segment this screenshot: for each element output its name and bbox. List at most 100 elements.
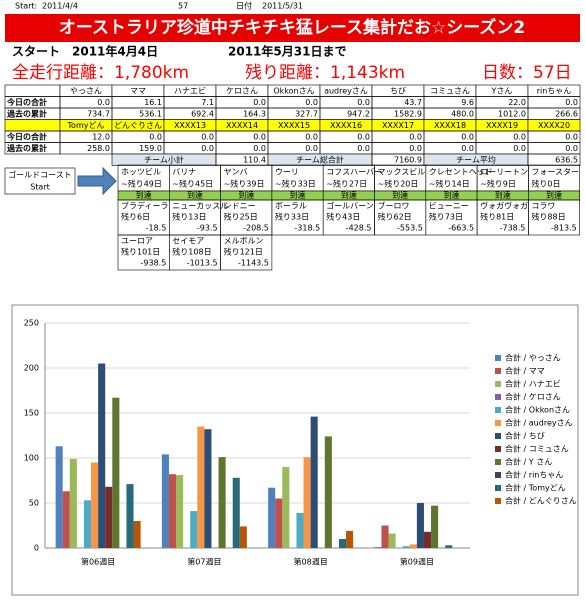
bar xyxy=(204,429,212,548)
legend-label: 合計 / ハナエビ xyxy=(505,379,561,389)
cell-value: 0.0 xyxy=(253,144,266,153)
cell-value: 480.0 xyxy=(451,109,474,118)
legend-swatch xyxy=(495,368,501,374)
cell-value: 258.0 xyxy=(87,144,110,153)
town-days: 残り6日 xyxy=(121,212,150,222)
town-days: 残り81日 xyxy=(480,212,514,222)
legend-label: 合計 / rinちゃん xyxy=(505,470,563,480)
start-point: Start xyxy=(30,183,50,192)
town-status: 到達 xyxy=(546,190,562,200)
row-label: 過去の累計 xyxy=(6,108,47,118)
town-name: クレセントヘッド xyxy=(429,168,493,177)
bar xyxy=(402,546,410,548)
member-name: XXXX20 xyxy=(538,121,570,130)
member-name: ケロさん xyxy=(226,86,258,95)
town-name: ユーロア xyxy=(121,237,153,246)
town-days: ~残り39日 xyxy=(224,179,265,189)
cell-value: 164.3 xyxy=(243,109,266,118)
row-label: 今日の合計 xyxy=(6,131,47,141)
bar xyxy=(310,416,318,548)
cell xyxy=(220,234,273,271)
bar xyxy=(126,484,134,548)
bar xyxy=(296,512,304,548)
cell-value: 266.6 xyxy=(555,109,578,118)
bar xyxy=(112,397,120,548)
cell-value: 0.0 xyxy=(305,98,318,107)
member-name: XXXX13 xyxy=(174,121,206,130)
legend-swatch xyxy=(495,433,501,439)
town-days: 残り73日 xyxy=(429,212,463,222)
cell-value: 0.0 xyxy=(357,98,370,107)
x-tick-label: 第07週目 xyxy=(187,557,221,567)
cell-value: 0.0 xyxy=(305,144,318,153)
cell-value: 0.0 xyxy=(201,144,214,153)
legend-label: 合計 / コミュさん xyxy=(505,444,569,454)
bar xyxy=(346,530,354,548)
y-tick-label: 100 xyxy=(24,454,39,463)
cell-value: 0.0 xyxy=(253,132,266,141)
town-days: 残り108日 xyxy=(172,247,211,257)
town-name: メルボルン xyxy=(224,237,264,246)
cell-value: 0.0 xyxy=(253,98,266,107)
total-label: チーム総合計 xyxy=(296,154,344,164)
legend-swatch xyxy=(495,394,501,400)
town-status: 到達 xyxy=(238,190,254,200)
town-days: 残り33日 xyxy=(275,212,309,222)
town-distance: -1143.5 xyxy=(238,259,269,268)
town-distance: -1013.5 xyxy=(187,259,218,268)
total-value: 636.5 xyxy=(555,155,578,164)
cell-value: 692.4 xyxy=(191,109,214,118)
cell-value: 0.0 xyxy=(409,144,422,153)
town-name: ボーラル xyxy=(275,202,307,211)
cell-value: 327.7 xyxy=(295,109,318,118)
cell-value: 0.0 xyxy=(97,98,110,107)
town-days: 残り25日 xyxy=(224,212,258,222)
member-name: Okkonさん xyxy=(273,86,314,95)
town-name: マックスビル xyxy=(378,168,426,177)
start-label: Start: xyxy=(15,2,37,11)
town-distance: -18.5 xyxy=(146,224,167,233)
town-days: ~残り33日 xyxy=(275,179,316,189)
member-name: ハナエビ xyxy=(174,86,206,95)
legend-label: 合計 / audreyさん xyxy=(505,418,573,428)
cell-value: 947.2 xyxy=(347,109,370,118)
bar xyxy=(239,526,247,548)
legend-swatch xyxy=(495,407,501,413)
cell-value: 0.0 xyxy=(513,132,526,141)
bar xyxy=(388,533,396,548)
cell-value: 0.0 xyxy=(565,144,578,153)
summary: 日数：57日 xyxy=(482,63,572,83)
cell-value: 1012.0 xyxy=(498,109,526,118)
town-distance: -738.5 xyxy=(500,224,526,233)
bar xyxy=(324,436,332,548)
legend-swatch xyxy=(495,420,501,426)
end-date: 2011/5/31 xyxy=(262,2,303,11)
y-tick-label: 0 xyxy=(34,544,39,553)
town-name: セイモア xyxy=(172,237,204,246)
x-tick-label: 第09週目 xyxy=(400,557,434,567)
member-name: どんぐりさん xyxy=(114,121,162,130)
legend-swatch xyxy=(495,498,501,504)
bar xyxy=(69,458,77,548)
cell-value: 159.0 xyxy=(139,144,162,153)
member-name: audreyさん xyxy=(324,86,368,95)
total-value: 110.4 xyxy=(243,155,266,164)
legend-label: 合計 / やっさん xyxy=(505,353,561,363)
member-name: XXXX14 xyxy=(226,121,258,130)
bar xyxy=(275,498,283,548)
town-days: 残り62日 xyxy=(378,212,412,222)
town-name: ブーロワ xyxy=(378,201,410,211)
cell xyxy=(527,153,581,166)
bar xyxy=(282,467,290,548)
member-name: コミュさん xyxy=(430,86,470,95)
cell-value: 0.0 xyxy=(357,144,370,153)
cell-value: 0.0 xyxy=(305,132,318,141)
start-point: ゴールドコースト xyxy=(8,170,72,180)
cell-value: 16.1 xyxy=(144,98,162,107)
town-days: ~残り14日 xyxy=(429,179,470,189)
member-name: XXXX18 xyxy=(434,121,466,130)
legend-swatch xyxy=(495,459,501,465)
bar xyxy=(161,454,169,548)
member-name: XXXX16 xyxy=(330,121,362,130)
town-name: コラワ xyxy=(531,202,555,211)
